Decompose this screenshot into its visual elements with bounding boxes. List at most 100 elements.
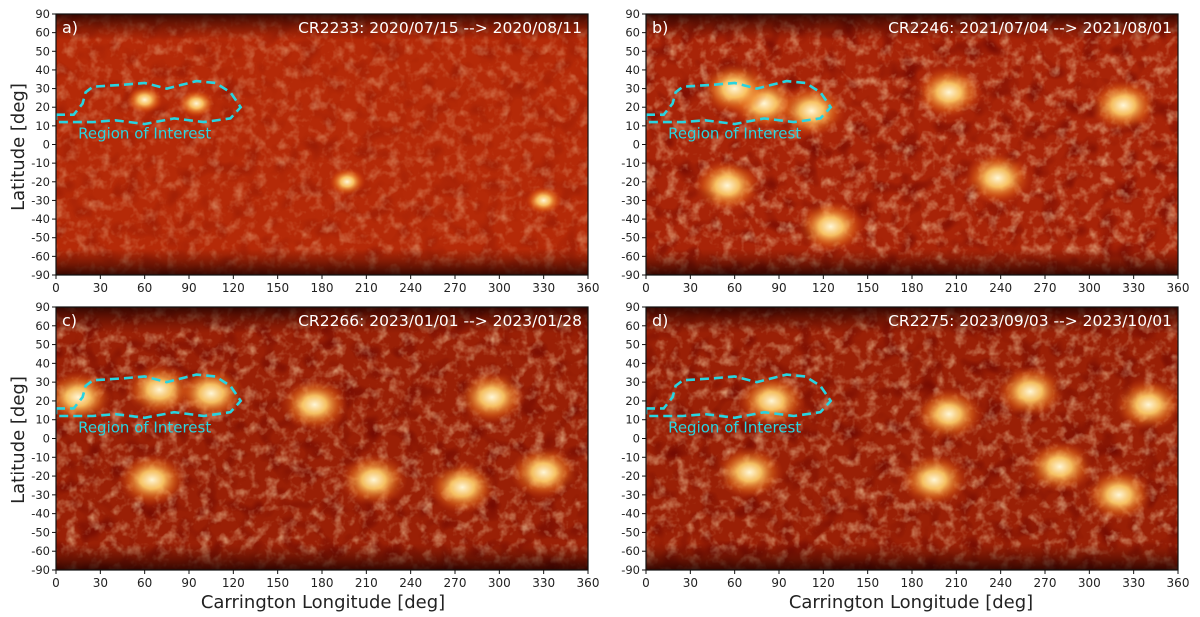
x-tick-label: 60 — [727, 281, 742, 295]
heatmap-image — [646, 14, 1178, 275]
x-tick-label: 0 — [52, 576, 60, 590]
x-tick-label: 0 — [642, 576, 650, 590]
x-tick-label: 240 — [989, 281, 1012, 295]
y-tick-label: 30 — [35, 82, 50, 96]
x-tick-label: 210 — [945, 281, 968, 295]
y-tick-label: -10 — [31, 450, 50, 464]
y-tick-label: -40 — [31, 212, 50, 226]
x-tick-label: 60 — [137, 576, 152, 590]
y-tick-label: -30 — [621, 488, 640, 502]
x-axis-label-left: Carrington Longitude [deg] — [201, 592, 445, 613]
panel-title: CR2246: 2021/07/04 --> 2021/08/01 — [888, 19, 1172, 37]
roi-label: Region of Interest — [78, 419, 211, 437]
x-tick-label: 330 — [532, 576, 555, 590]
y-tick-label: 10 — [625, 119, 640, 133]
x-tick-label: 270 — [444, 281, 467, 295]
y-tick-label: 30 — [35, 375, 50, 389]
y-tick-label: 40 — [35, 356, 50, 370]
y-tick-label: -40 — [621, 212, 640, 226]
y-tick-label: 20 — [625, 100, 640, 114]
x-tick-label: 60 — [727, 576, 742, 590]
x-tick-label: 0 — [52, 281, 60, 295]
x-tick-label: 150 — [266, 576, 289, 590]
x-tick-label: 90 — [771, 281, 786, 295]
x-tick-label: 300 — [488, 281, 511, 295]
y-tick-label: 40 — [625, 356, 640, 370]
heatmap-image — [646, 307, 1178, 570]
roi-outline — [56, 79, 243, 126]
x-tick-label: 330 — [1122, 576, 1145, 590]
y-tick-label: 60 — [625, 319, 640, 333]
roi-outline — [56, 373, 243, 420]
x-tick-label: 120 — [222, 281, 245, 295]
x-tick-label: 150 — [856, 281, 879, 295]
y-axis-label-top: Latitude [deg] — [8, 83, 29, 211]
y-tick-label: -60 — [621, 544, 640, 558]
x-tick-label: 360 — [1167, 576, 1190, 590]
y-tick-label: -90 — [621, 563, 640, 577]
y-tick-label: -40 — [31, 507, 50, 521]
y-axis-label-bottom: Latitude [deg] — [8, 376, 29, 504]
y-tick-label: 20 — [625, 394, 640, 408]
x-tick-label: 360 — [577, 281, 600, 295]
x-tick-label: 30 — [93, 281, 108, 295]
y-tick-label: -60 — [31, 544, 50, 558]
y-tick-label: 20 — [35, 394, 50, 408]
x-tick-label: 0 — [642, 281, 650, 295]
y-tick-label: 60 — [35, 26, 50, 40]
roi-outline — [646, 79, 833, 126]
x-tick-label: 360 — [577, 576, 600, 590]
x-tick-label: 120 — [222, 576, 245, 590]
x-tick-label: 240 — [399, 281, 422, 295]
y-tick-label: 50 — [35, 44, 50, 58]
roi-label: Region of Interest — [668, 125, 801, 143]
y-tick-label: -20 — [31, 175, 50, 189]
y-tick-label: -20 — [621, 175, 640, 189]
x-tick-label: 360 — [1167, 281, 1190, 295]
y-tick-label: -10 — [31, 156, 50, 170]
panel-title: CR2233: 2020/07/15 --> 2020/08/11 — [298, 19, 582, 37]
heatmap-image — [56, 307, 588, 570]
roi-label: Region of Interest — [668, 419, 801, 437]
y-tick-label: -30 — [31, 193, 50, 207]
x-tick-label: 90 — [181, 281, 196, 295]
x-tick-label: 330 — [1122, 281, 1145, 295]
x-tick-label: 120 — [812, 576, 835, 590]
x-tick-label: 270 — [1034, 281, 1057, 295]
y-tick-label: 0 — [633, 138, 640, 152]
y-tick-label: -50 — [31, 525, 50, 539]
y-tick-label: 40 — [35, 63, 50, 77]
panel-d: Region of Interest d) CR2275: 2023/09/03 -… — [621, 300, 1189, 590]
y-tick-label: -10 — [621, 450, 640, 464]
y-tick-label: 50 — [35, 338, 50, 352]
panel-b: Region of Interest b) CR2246: 2021/07/04 -… — [621, 7, 1189, 295]
x-tick-label: 300 — [1078, 281, 1101, 295]
y-tick-label: 10 — [35, 413, 50, 427]
panel-c: Region of Interest c) CR2266: 2023/01/01 -… — [31, 300, 599, 590]
x-tick-label: 240 — [989, 576, 1012, 590]
panel-label: c) — [62, 311, 77, 330]
y-tick-label: 40 — [625, 63, 640, 77]
panel-title: CR2266: 2023/01/01 --> 2023/01/28 — [298, 312, 582, 330]
y-tick-label: 20 — [35, 100, 50, 114]
panel-a: Region of Interest a) CR2233: 2020/07/15 -… — [31, 7, 599, 295]
x-tick-label: 330 — [532, 281, 555, 295]
y-tick-label: 90 — [625, 7, 640, 21]
panel-title: CR2275: 2023/09/03 --> 2023/10/01 — [888, 312, 1172, 330]
y-tick-label: 10 — [625, 413, 640, 427]
x-tick-label: 270 — [1034, 576, 1057, 590]
y-tick-label: -60 — [621, 249, 640, 263]
y-tick-label: 90 — [35, 300, 50, 314]
y-tick-label: 0 — [633, 432, 640, 446]
y-tick-label: -50 — [621, 525, 640, 539]
y-tick-label: 90 — [625, 300, 640, 314]
panel-label: b) — [652, 18, 668, 37]
y-tick-label: -90 — [31, 268, 50, 282]
x-tick-label: 180 — [311, 576, 334, 590]
y-tick-label: -50 — [621, 231, 640, 245]
y-tick-label: -40 — [621, 507, 640, 521]
x-tick-label: 150 — [266, 281, 289, 295]
y-tick-label: -30 — [31, 488, 50, 502]
heatmap-image — [56, 14, 588, 275]
x-tick-label: 210 — [355, 281, 378, 295]
